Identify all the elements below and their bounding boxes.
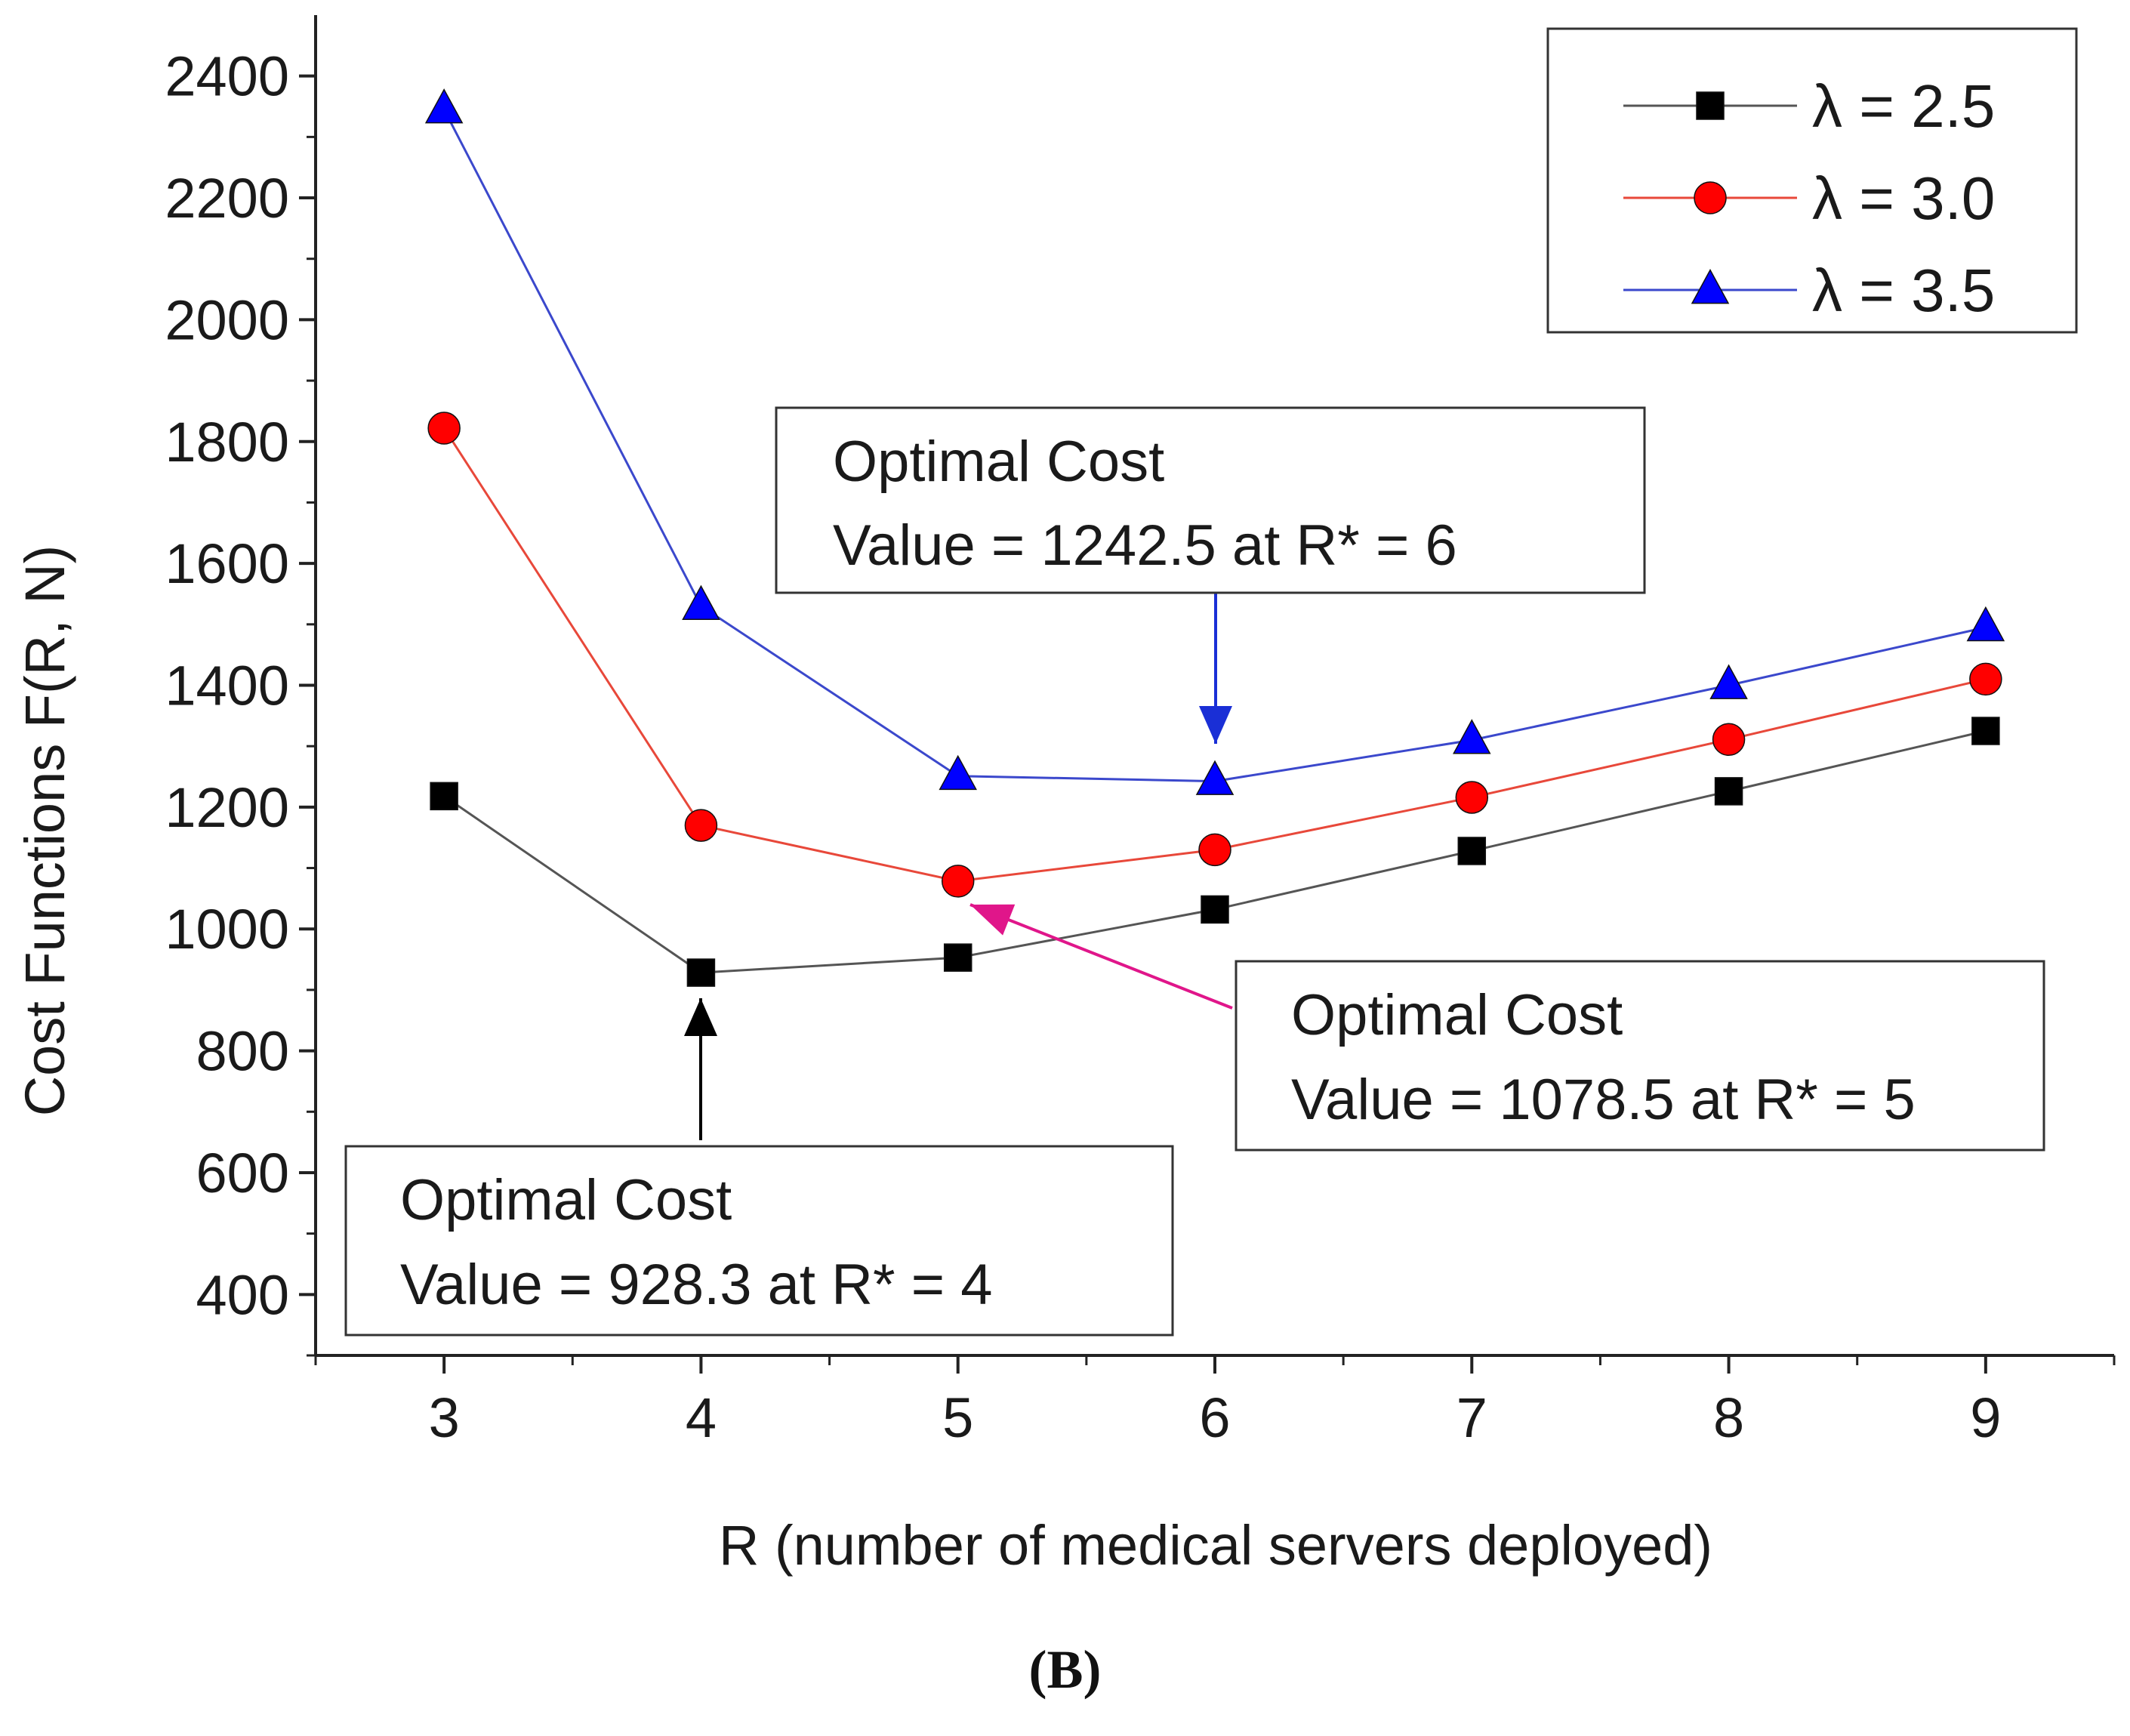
legend-label: λ = 3.5 [1812,257,1995,324]
data-point [1969,662,2002,696]
y-tick-label: 1800 [165,411,289,473]
legend-label: λ = 2.5 [1812,72,1995,140]
x-tick-label: 4 [686,1386,717,1449]
data-point [427,412,461,445]
x-axis-label: R (number of medical servers deployed) [719,1514,1712,1577]
optimal-cost-annotation-2: Optimal Cost Value = 1078.5 at R* = 5 [969,903,2045,1152]
legend-entry-2: λ = 3.0 [1623,165,1995,232]
annotation-title: Optimal Cost [833,430,1164,494]
arrow-head-icon [1199,706,1232,744]
series-layer [424,88,2005,987]
cost-function-chart: 400 600 800 1000 1200 1400 1600 1800 2000 2200 240… [14,15,2116,1577]
x-tick-label: 7 [1456,1386,1487,1449]
legend-entry-3: λ = 3.5 [1623,257,1995,324]
x-tick-label: 8 [1713,1386,1744,1449]
legend: λ = 2.5 λ = 3.0 λ = 3.5 [1546,27,2078,334]
y-tick-label: 800 [196,1020,289,1083]
x-tick-label: 6 [1199,1386,1230,1449]
data-point [1712,723,1746,757]
arrow-head-icon [970,904,1016,936]
annotation-title: Optimal Cost [400,1168,732,1232]
data-point [1195,760,1235,795]
annotation-box [344,1145,1174,1337]
data-point [1457,837,1487,865]
y-tick-label: 1600 [165,532,289,595]
data-point [430,782,458,811]
annotation-value: Value = 1078.5 at R* = 5 [1291,1068,1916,1132]
arrow-head-icon [684,998,717,1036]
data-point [1453,719,1491,754]
panel-label: (B) [1028,1639,1102,1700]
legend-label: λ = 3.0 [1812,165,1995,232]
data-point [1198,833,1231,867]
series-1 [430,717,2000,987]
annotation-value: Value = 928.3 at R* = 4 [400,1253,993,1317]
y-tick-label: 2000 [165,288,289,351]
y-ticks: 400 600 800 1000 1200 1400 1600 1800 2000 2200 240… [165,45,316,1357]
legend-marker [1694,181,1727,214]
series-3 [424,88,2005,795]
x-ticks: 3 4 5 6 7 8 9 [314,1355,2116,1449]
x-tick-label: 3 [429,1386,460,1449]
data-point [941,865,975,898]
series-2 [427,412,2002,898]
legend-entry-1: λ = 2.5 [1623,72,1995,140]
data-point [1966,606,2005,642]
y-tick-label: 2400 [165,45,289,108]
annotation-box [775,406,1646,594]
data-point [684,809,718,842]
y-tick-label: 1200 [165,776,289,839]
optimal-cost-annotation-3: Optimal Cost Value = 1242.5 at R* = 6 [775,406,1646,744]
y-tick-label: 1400 [165,655,289,717]
x-tick-label: 5 [942,1386,973,1449]
data-point [1709,664,1748,699]
annotation-box [1235,960,2045,1152]
y-tick-label: 2200 [165,167,289,230]
data-point [939,754,977,791]
annotation-arrow [969,903,1233,1010]
data-point [1455,781,1489,814]
data-point [1201,895,1229,924]
y-tick-label: 400 [196,1263,289,1326]
legend-marker [1696,91,1725,120]
annotation-value: Value = 1242.5 at R* = 6 [833,513,1457,578]
data-point [1971,717,2000,745]
optimal-cost-annotation-1: Optimal Cost Value = 928.3 at R* = 4 [344,998,1174,1337]
x-tick-label: 9 [1970,1386,2001,1449]
annotation-title: Optimal Cost [1291,983,1623,1047]
data-point [686,958,716,987]
data-point [682,584,720,620]
legend-marker [1691,269,1730,304]
data-point [943,943,973,972]
y-axis-label: Cost Functions F(R, N) [14,545,76,1117]
legend-box [1546,27,2078,334]
y-tick-label: 1000 [165,898,289,961]
axes: 400 600 800 1000 1200 1400 1600 1800 2000 2200 240… [165,15,2116,1449]
data-point [1714,777,1743,806]
y-tick-label: 600 [196,1142,289,1204]
data-point [424,88,464,124]
